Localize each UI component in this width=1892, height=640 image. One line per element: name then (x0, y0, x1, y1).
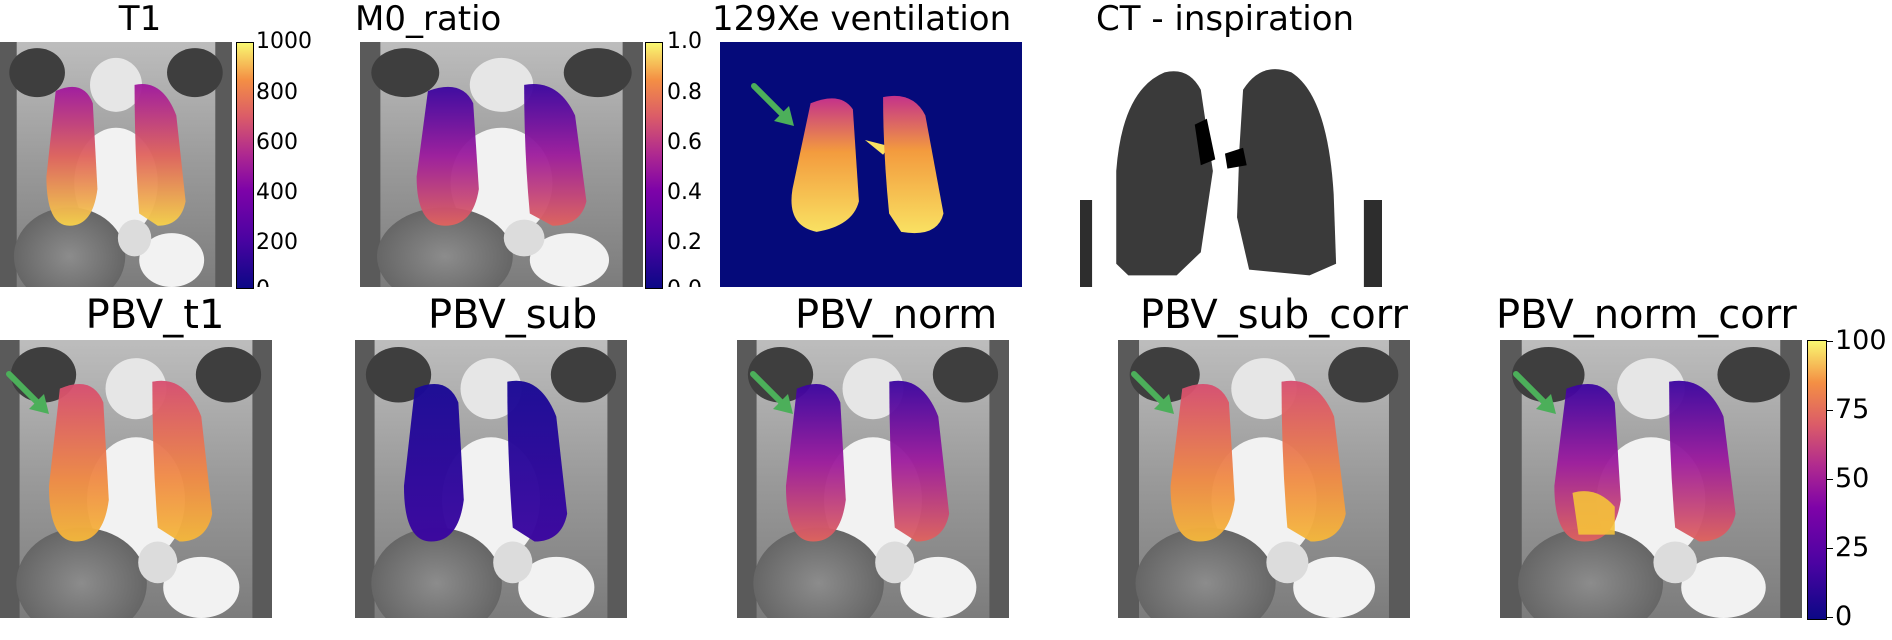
panel-title-pbv-sub-corr: PBV_sub_corr (1140, 292, 1408, 338)
pbv-tickmark (1826, 410, 1833, 411)
pbv-sub-image (355, 340, 627, 618)
panel-title-ct-inspiration: CT - inspiration (1096, 0, 1355, 39)
panel-title-xe-ventilation: 129Xe ventilation (712, 0, 1012, 39)
panel-title-t1: T1 (118, 0, 162, 39)
t1-map-image (0, 42, 232, 287)
m0-tick-0-4: 0.4 (667, 180, 702, 205)
pbv-tick-50: 50 (1835, 463, 1870, 494)
pbv-norm-corr-image (1500, 340, 1802, 618)
panel-title-pbv-t1: PBV_t1 (85, 292, 225, 338)
pbv-tickmark (1826, 341, 1833, 342)
pbv-norm-corr-arrow-icon (1512, 370, 1562, 420)
pbv-t1-image (0, 340, 272, 618)
pbv-tickmark (1826, 548, 1833, 549)
pbv-t1-arrow-icon (5, 370, 55, 420)
panel-title-pbv-norm: PBV_norm (795, 292, 998, 338)
t1-tick-1000: 1000 (256, 29, 312, 54)
m0-tick-0-0: 0.0 (667, 278, 702, 287)
m0-tick-0-2: 0.2 (667, 230, 702, 255)
t1-tick-600: 600 (256, 130, 298, 155)
ct-inspiration-image (1080, 55, 1382, 287)
t1-tick-400: 400 (256, 180, 298, 205)
m0-ratio-colorbar (645, 42, 663, 289)
m0-ratio-map-image (360, 42, 643, 287)
pbv-tick-25: 25 (1835, 532, 1870, 563)
t1-tick-800: 800 (256, 80, 298, 105)
panel-title-pbv-sub: PBV_sub (428, 292, 598, 338)
pbv-norm-image (737, 340, 1009, 618)
pbv-tickmark (1826, 617, 1833, 618)
t1-tick-0: 0 (256, 278, 270, 287)
xe-arrow-icon (750, 82, 800, 132)
panel-title-pbv-norm-corr: PBV_norm_corr (1496, 292, 1797, 338)
m0-tick-1-0: 1.0 (667, 29, 702, 54)
pbv-tick-0: 0 (1835, 601, 1853, 632)
t1-tick-200: 200 (256, 230, 298, 255)
panel-title-m0-ratio: M0_ratio (355, 0, 502, 39)
pbv-norm-arrow-icon (749, 370, 799, 420)
pbv-sub-corr-image (1118, 340, 1410, 618)
m0-tick-0-6: 0.6 (667, 130, 702, 155)
pbv-tick-75: 75 (1835, 394, 1870, 425)
t1-colorbar (236, 42, 254, 289)
m0-tick-0-8: 0.8 (667, 80, 702, 105)
xe-ventilation-image (720, 42, 1022, 287)
pbv-colorbar (1807, 340, 1827, 620)
pbv-sub-corr-arrow-icon (1130, 370, 1180, 420)
pbv-tick-100: 100 (1835, 325, 1887, 356)
pbv-tickmark (1826, 479, 1833, 480)
